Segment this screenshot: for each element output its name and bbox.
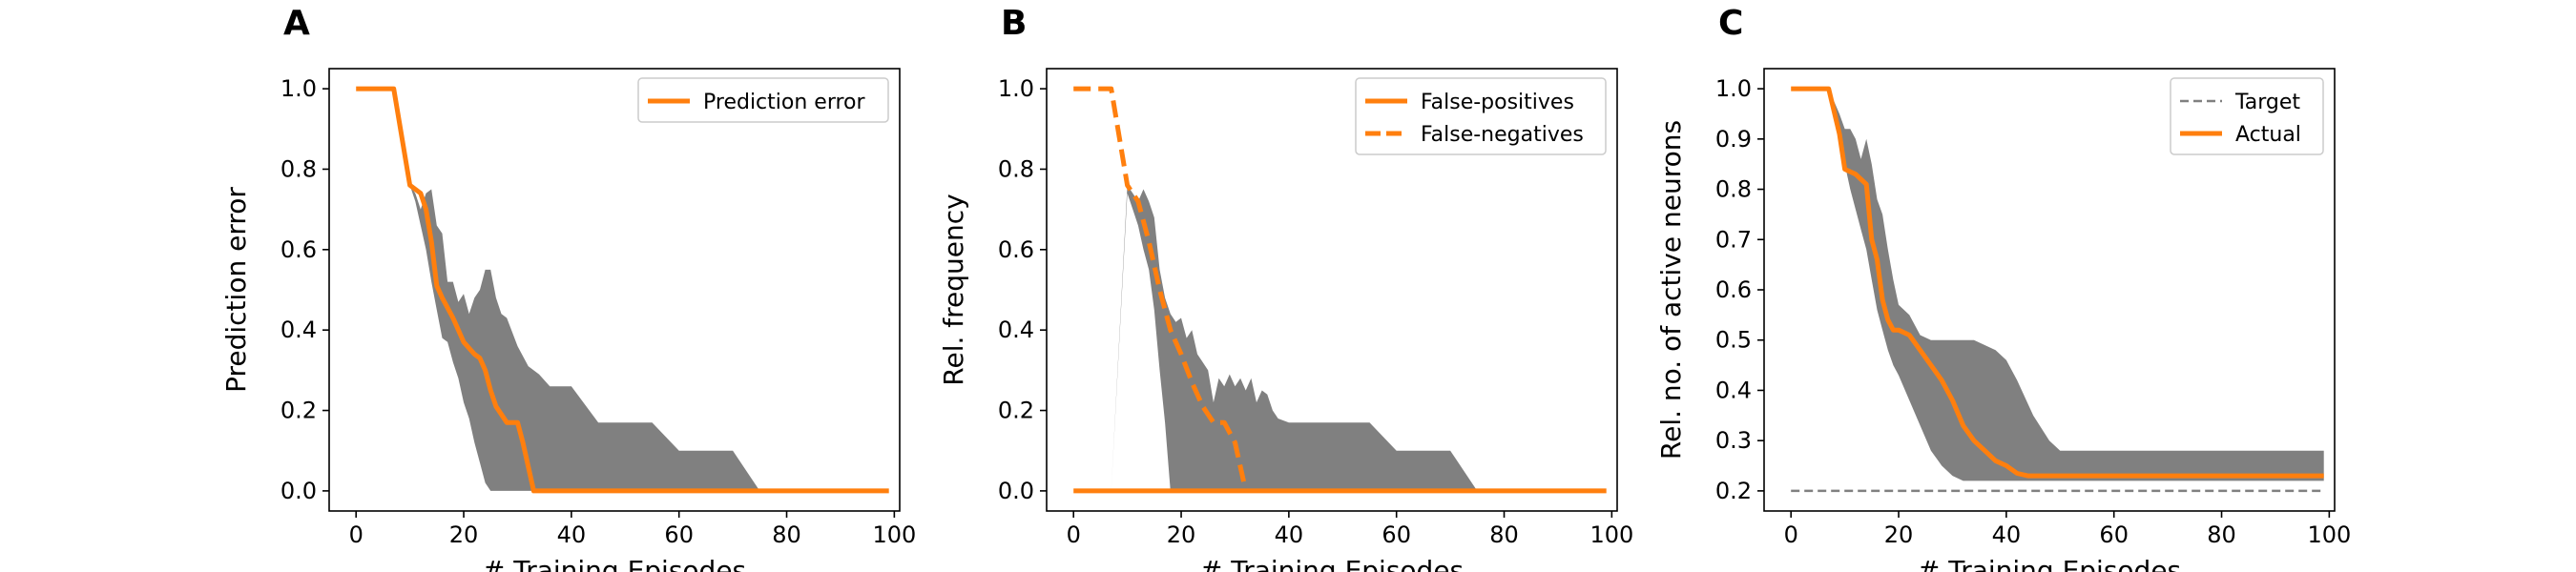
y-tick-label: 0.9: [1715, 126, 1752, 153]
x-axis-label: # Training Episodes: [1200, 555, 1464, 572]
variance-band: [1791, 89, 2324, 481]
y-tick-label: 0.6: [280, 236, 317, 263]
x-axis-label: # Training Episodes: [483, 555, 746, 572]
x-tick-label: 80: [1489, 521, 1519, 548]
x-tick-label: 20: [449, 521, 479, 548]
panel-letter: B: [1001, 4, 1027, 43]
y-tick-label: 0.7: [1715, 226, 1752, 253]
panel-c: 0 20 40 60 80 100 0.2 0.3 0.4 0.5 0.6 0.7 0.8 0.9 1.0 #…: [1655, 4, 2351, 572]
x-tick-label: 40: [1275, 521, 1304, 548]
series-line-false-negatives: [1073, 86, 1249, 492]
y-tick-label: 0.6: [998, 236, 1034, 263]
variance-band: [1073, 185, 1607, 491]
legend: False-positives False-negatives: [1355, 77, 1607, 155]
legend: Target Actual: [2170, 77, 2324, 155]
y-tick-label: 1.0: [1715, 75, 1752, 102]
y-tick-label: 0.2: [280, 398, 317, 424]
legend-label: Actual: [2235, 123, 2301, 147]
y-tick-label: 1.0: [998, 75, 1034, 102]
y-tick-label: 0.4: [998, 317, 1034, 343]
y-axis-label: Rel. no. of active neurons: [1655, 120, 1687, 460]
plot-area: [1073, 86, 1607, 494]
panel-b: 0 20 40 60 80 100 0.0 0.2 0.4 0.6 0.8 1.0 # Training…: [938, 4, 1633, 572]
x-axis-label: # Training Episodes: [1918, 555, 2181, 572]
y-tick-label: 0.8: [1715, 176, 1752, 203]
panel-letter: C: [1718, 4, 1743, 43]
y-tick-label: 0.2: [1715, 478, 1752, 504]
y-tick-label: 0.4: [280, 317, 317, 343]
x-tick-label: 20: [1884, 521, 1914, 548]
y-tick-label: 0.3: [1715, 427, 1752, 454]
legend: Prediction error: [637, 77, 889, 123]
y-axis-label: Rel. frequency: [938, 194, 969, 385]
series-line-prediction-error: [356, 86, 889, 494]
plot-area: [356, 86, 889, 494]
series-line-actual: [1791, 86, 2324, 479]
x-tick-label: 40: [557, 521, 587, 548]
y-tick-label: 0.8: [998, 155, 1034, 182]
panel-a: 0 20 40 60 80 100 0.0 0.2 0.4 0.6 0.8 1.0 # Training…: [220, 4, 916, 572]
y-tick-label: 1.0: [280, 75, 317, 102]
legend-label: Prediction error: [703, 91, 865, 114]
x-tick-label: 80: [772, 521, 801, 548]
x-tick-label: 100: [2307, 521, 2351, 548]
y-tick-label: 0.4: [1715, 377, 1752, 403]
legend-box: [1355, 77, 1607, 155]
x-tick-label: 0: [1067, 521, 1081, 548]
x-tick-label: 60: [664, 521, 694, 548]
legend-box: [637, 77, 889, 123]
y-tick-label: 0.0: [280, 478, 317, 504]
legend-label: Target: [2234, 91, 2300, 114]
plot-area: [1791, 86, 2324, 493]
y-tick-label: 0.6: [1715, 276, 1752, 303]
axes-frame: [328, 68, 901, 512]
x-tick-label: 40: [1992, 521, 2022, 548]
y-tick-label: 0.2: [998, 398, 1034, 424]
axes-frame: [1046, 68, 1618, 512]
x-tick-label: 80: [2207, 521, 2236, 548]
x-tick-label: 60: [1381, 521, 1411, 548]
x-tick-label: 20: [1167, 521, 1196, 548]
y-axis-label: Prediction error: [220, 187, 252, 393]
panel-letter: A: [283, 4, 310, 43]
y-tick-label: 0.5: [1715, 327, 1752, 354]
x-tick-label: 100: [1589, 521, 1633, 548]
legend-label: False-positives: [1421, 91, 1574, 114]
x-tick-label: 100: [872, 521, 916, 548]
x-tick-label: 0: [349, 521, 364, 548]
x-tick-label: 60: [2099, 521, 2129, 548]
x-tick-label: 0: [1784, 521, 1798, 548]
y-tick-label: 0.8: [280, 155, 317, 182]
y-tick-label: 0.0: [998, 478, 1034, 504]
legend-label: False-negatives: [1421, 123, 1584, 147]
